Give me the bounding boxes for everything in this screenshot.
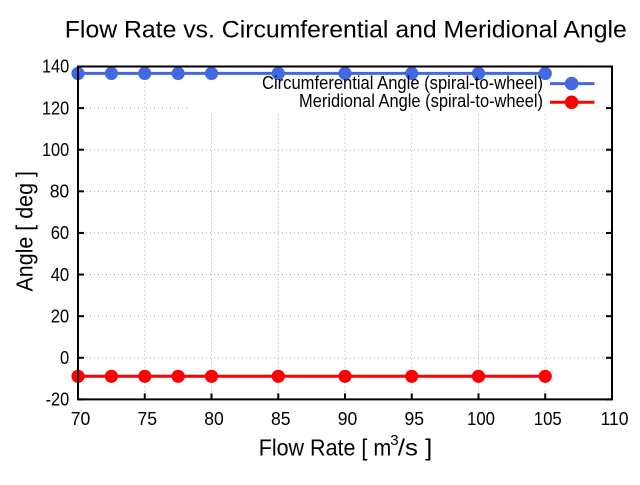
svg-text:120: 120 [42,98,69,118]
svg-text:105: 105 [534,409,562,429]
svg-text:100: 100 [42,140,69,160]
svg-text:0: 0 [60,348,69,368]
svg-text:95: 95 [405,409,425,429]
svg-text:90: 90 [338,409,358,429]
svg-text:70: 70 [71,409,91,429]
svg-text:140: 140 [42,57,69,77]
svg-text:Circumferential Angle (spiral-: Circumferential Angle (spiral-to-wheel) [262,73,543,93]
svg-text:40: 40 [51,265,70,285]
svg-text:/s ]: /s ] [398,434,433,460]
svg-text:20: 20 [51,306,70,326]
svg-text:Meridional Angle (spiral-to-wh: Meridional Angle (spiral-to-wheel) [299,91,543,111]
svg-text:75: 75 [138,409,158,429]
svg-text:85: 85 [271,409,291,429]
svg-text:60: 60 [51,223,70,243]
svg-text:80: 80 [204,409,224,429]
svg-text:3: 3 [390,432,398,449]
svg-text:100: 100 [467,409,495,429]
svg-text:80: 80 [50,182,70,202]
svg-text:110: 110 [601,409,629,429]
svg-text:Angle [ deg ]: Angle [ deg ] [11,171,37,292]
svg-text:-20: -20 [46,390,70,410]
svg-text:Flow Rate vs. Circumferential: Flow Rate vs. Circumferential and Meridi… [65,17,627,44]
svg-text:Flow Rate [ m: Flow Rate [ m [259,434,392,460]
